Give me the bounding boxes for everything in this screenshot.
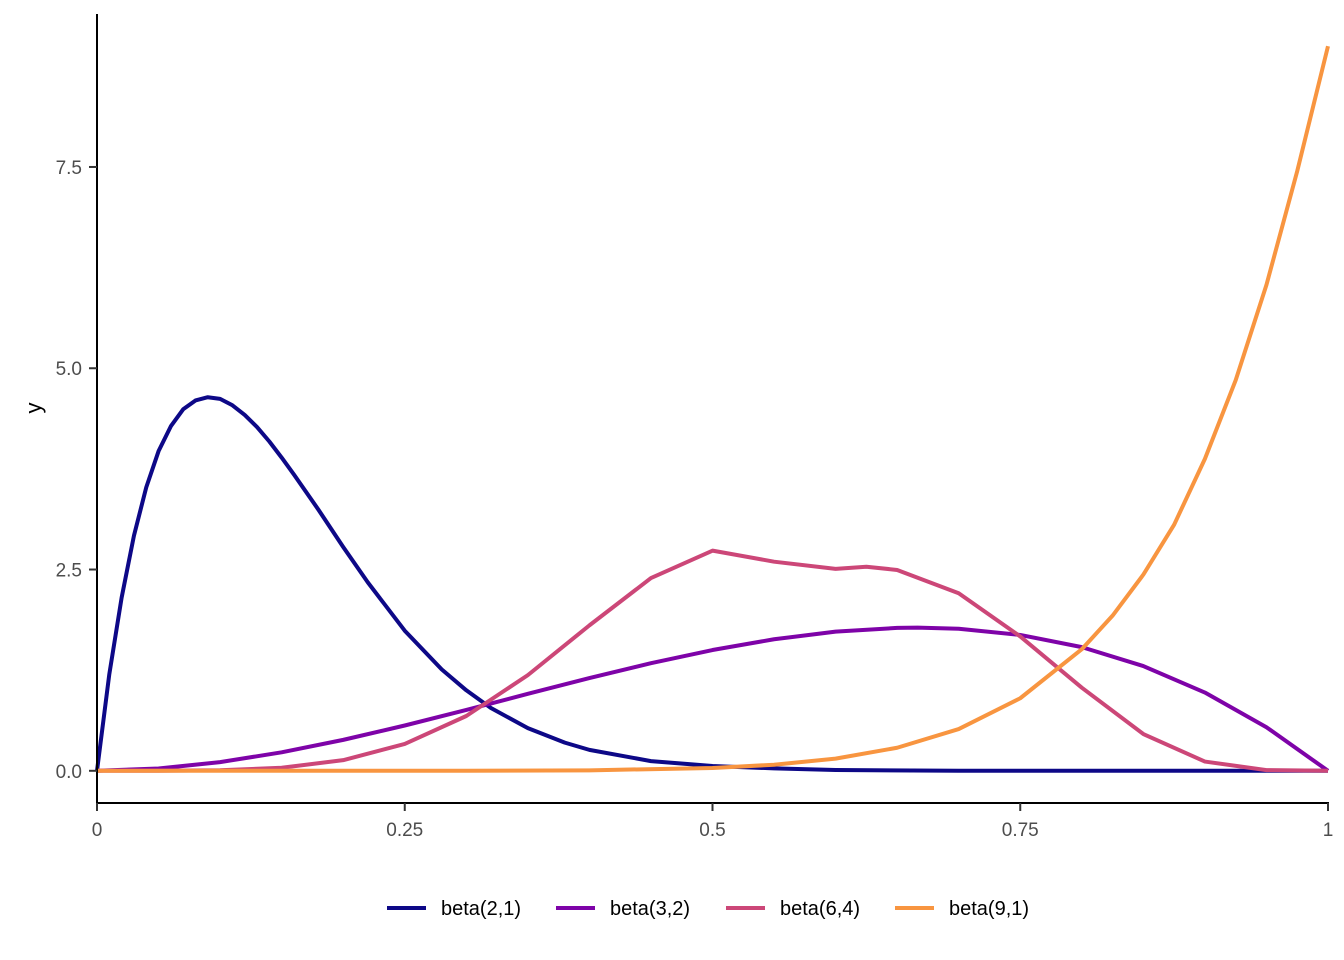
series-line-1 <box>95 395 1328 773</box>
y-tick-label: 7.5 <box>56 158 82 179</box>
x-tick-label: 0.75 <box>1002 820 1039 841</box>
x-tick-label: 1 <box>1323 820 1334 841</box>
series-line-4 <box>96 45 1330 773</box>
y-tick-label: 5.0 <box>56 359 82 380</box>
y-axis-title: y <box>21 403 46 414</box>
series-line-3 <box>96 548 1329 773</box>
legend-label: beta(2,1) <box>441 898 521 920</box>
y-tick-label: 2.5 <box>56 561 82 582</box>
legend-label: beta(3,2) <box>610 898 690 920</box>
y-tick-label: 0.0 <box>56 762 82 783</box>
x-tick-label: 0.5 <box>699 820 725 841</box>
y-ticks: 0.0 2.5 5.0 7.5 <box>56 158 97 783</box>
axes <box>96 14 1329 804</box>
legend-label: beta(9,1) <box>949 898 1029 920</box>
x-ticks: 0 0.25 0.5 0.75 1 <box>92 803 1334 841</box>
x-tick-label: 0.25 <box>386 820 423 841</box>
legend-label: beta(6,4) <box>780 898 860 920</box>
plot-lines <box>95 45 1330 773</box>
legend: beta(2,1) beta(3,2) beta(6,4) beta(9,1) <box>387 898 1029 920</box>
series-line-2 <box>96 625 1330 773</box>
x-tick-label: 0 <box>92 820 103 841</box>
